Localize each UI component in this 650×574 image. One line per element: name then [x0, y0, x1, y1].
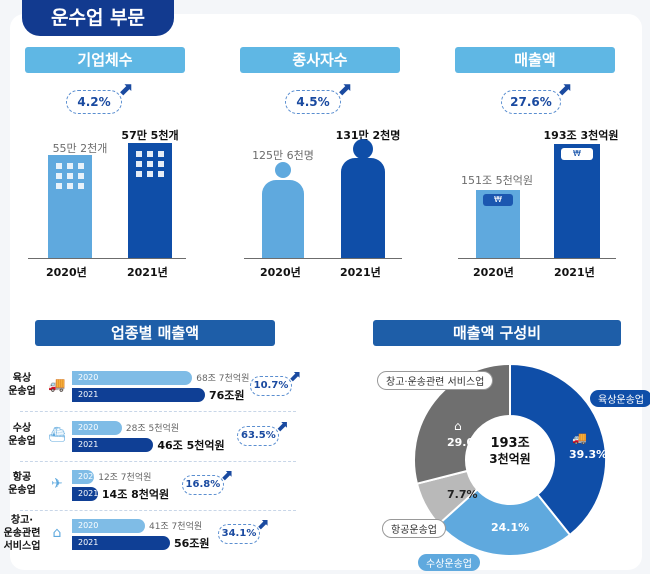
- change-badge: 16.8% ⬈: [181, 466, 233, 495]
- bar-sales-2020: ₩: [476, 190, 520, 258]
- section-label-companies: 기업체수: [25, 47, 185, 73]
- warehouse-icon: ⌂: [454, 419, 462, 433]
- change-badge: 10.7% ⬈: [250, 367, 301, 396]
- bar-companies-2020: [48, 155, 92, 258]
- up-arrow-icon: ⬈: [336, 79, 352, 100]
- industry-label: 육상 운송업: [8, 373, 36, 397]
- value-2020: 41조 7천억원: [148, 522, 203, 532]
- bar-2021: 2021: [72, 536, 170, 550]
- change-value: 34.1%: [221, 528, 257, 539]
- old-value-companies: 55만 2천개: [52, 142, 108, 155]
- year-label: 2021년: [554, 266, 595, 279]
- year-label: 2021년: [127, 266, 168, 279]
- person-icon: [275, 162, 291, 178]
- change-value: 4.5%: [296, 95, 330, 109]
- baseline: [244, 258, 402, 259]
- ship-icon: ⛴: [48, 427, 66, 443]
- value-2021: 56조원: [174, 537, 210, 550]
- up-arrow-icon: ⬈: [117, 79, 133, 100]
- slice-label-water: 수상운송업: [418, 554, 480, 571]
- industry-label: 수상 운송업: [8, 423, 36, 447]
- industry-label: 창고· 운송관련 서비스업: [3, 514, 41, 552]
- row-divider: [20, 510, 296, 512]
- slice-label-warehouse: 창고·운송관련 서비스업: [377, 371, 494, 390]
- value-2020: 12조 7천억원: [98, 473, 152, 483]
- slice-pct-water: 24.1%: [491, 521, 530, 534]
- won-icon: ₩: [483, 194, 513, 206]
- old-value-workers: 125만 6천명: [252, 149, 314, 162]
- slice-pct-land: 39.3%: [569, 448, 608, 461]
- year-label: 2021년: [340, 266, 381, 279]
- change-badge-sales: 27.6% ⬈: [501, 79, 572, 114]
- up-arrow-icon: ⬈: [556, 79, 572, 100]
- change-badge: 34.1% ⬈: [218, 515, 269, 544]
- slice-label-air: 항공운송업: [382, 519, 446, 538]
- bar-2021: 2021: [72, 438, 154, 452]
- change-badge: 63.5% ⬈: [237, 417, 288, 446]
- section-label-composition: 매출액 구성비: [373, 320, 621, 346]
- change-value: 27.6%: [510, 95, 552, 109]
- change-badge-companies: 4.2% ⬈: [66, 79, 133, 114]
- bar-2021: 2021: [72, 388, 205, 402]
- bar-2021: 2021: [72, 487, 98, 501]
- new-value-workers: 131만 2천명: [335, 129, 401, 142]
- truck-icon: 🚚: [48, 377, 66, 393]
- bar-workers-2021: [341, 158, 385, 258]
- year-label: 2020년: [473, 266, 514, 279]
- warehouse-icon: ⌂: [52, 525, 62, 541]
- page-title: 운수업 부문: [22, 0, 174, 36]
- change-value: 4.2%: [77, 95, 111, 109]
- baseline: [458, 258, 616, 259]
- composition-donut-chart: [413, 362, 607, 557]
- up-arrow-icon: ⬈: [288, 367, 301, 385]
- industry-label: 항공 운송업: [8, 472, 36, 496]
- section-label-workers: 종사자수: [240, 47, 400, 73]
- slice-land: [509, 362, 607, 537]
- new-value-companies: 57만 5천개: [121, 129, 179, 142]
- value-2021: 76조원: [209, 389, 245, 402]
- section-label-industry-sales: 업종별 매출액: [35, 320, 275, 346]
- up-arrow-icon: ⬈: [256, 515, 269, 533]
- up-arrow-icon: ⬈: [220, 466, 233, 484]
- old-value-sales: 151조 5천억원: [461, 174, 533, 187]
- slice-label-land: 육상운송업: [590, 390, 650, 407]
- won-icon: ₩: [561, 148, 593, 160]
- section-label-sales: 매출액: [455, 47, 615, 73]
- up-arrow-icon: ⬈: [275, 417, 289, 435]
- airplane-icon: ✈: [51, 476, 63, 492]
- bar-2020: 2020: [72, 519, 145, 533]
- value-2021: 14조 8천억원: [101, 488, 170, 501]
- bar-2020: 2020: [72, 421, 122, 435]
- value-2020: 28조 5천억원: [125, 424, 180, 434]
- building-icon: [56, 163, 84, 189]
- donut-center-line2: 3천억원: [489, 452, 531, 466]
- donut-hole: [468, 418, 552, 502]
- new-value-sales: 193조 3천억원: [543, 129, 619, 142]
- value-2020: 68조 7천억원: [196, 374, 250, 384]
- baseline: [28, 258, 186, 259]
- year-label: 2020년: [46, 266, 87, 279]
- donut-center-line1: 193조: [490, 436, 530, 451]
- slice-pct-air: 7.7%: [447, 488, 478, 501]
- building-icon: [136, 151, 164, 177]
- row-divider: [20, 461, 296, 463]
- bar-sales-2021: ₩: [554, 144, 600, 258]
- bar-companies-2021: [128, 143, 172, 258]
- bar-workers-2020: [262, 180, 304, 258]
- truck-icon: 🚚: [572, 431, 587, 445]
- bar-2020: 2020: [72, 371, 193, 385]
- slice-pct-warehouse: 29.0%: [447, 436, 486, 449]
- year-label: 2020년: [260, 266, 301, 279]
- change-value: 63.5%: [241, 430, 276, 441]
- bar-2020: 2020: [72, 470, 98, 484]
- slice-warehouse: [413, 362, 511, 485]
- row-divider: [20, 411, 296, 413]
- change-badge-workers: 4.5% ⬈: [285, 79, 352, 114]
- value-2021: 46조 5천억원: [157, 439, 225, 452]
- change-value: 16.8%: [185, 479, 221, 490]
- change-value: 10.7%: [253, 380, 289, 391]
- person-icon: [353, 139, 373, 159]
